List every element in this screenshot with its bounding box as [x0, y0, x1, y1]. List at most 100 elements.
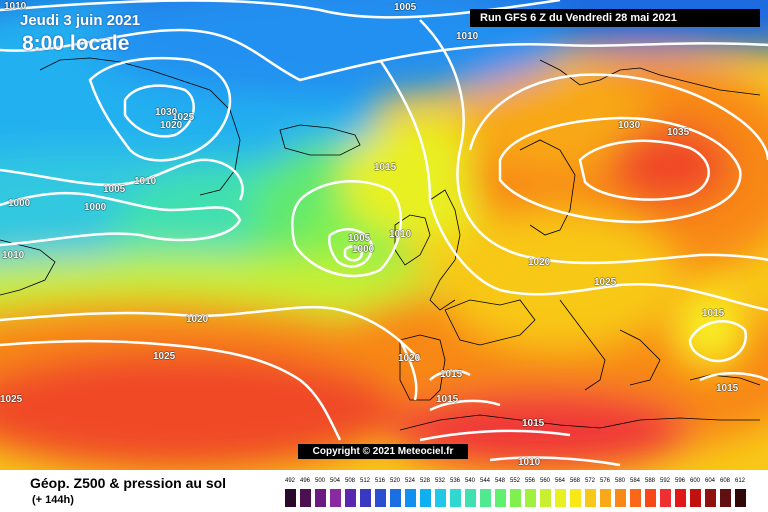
legend-swatch [495, 489, 506, 507]
legend-tick: 496 [299, 478, 310, 484]
legend-tick: 604 [704, 478, 715, 484]
legend-tick: 500 [314, 478, 325, 484]
legend-tick: 600 [689, 478, 700, 484]
isobar-label: 1010 [456, 31, 479, 42]
legend-swatch [315, 489, 326, 507]
weather-map: Jeudi 3 juin 2021 8:00 locale Run GFS 6 … [0, 0, 768, 470]
legend-swatch [540, 489, 551, 507]
isobar-label: 1015 [440, 369, 463, 380]
legend-swatch [735, 489, 746, 507]
isobar-label: 1010 [4, 1, 27, 12]
legend-tick: 596 [674, 478, 685, 484]
isobar-label: 1015 [436, 394, 459, 405]
legend-swatch [330, 489, 341, 507]
legend-tick: 564 [554, 478, 565, 484]
legend-tick: 516 [374, 478, 385, 484]
legend-swatch [420, 489, 431, 507]
legend-tick: 608 [719, 478, 730, 484]
legend-swatch [585, 489, 596, 507]
legend-swatch [375, 489, 386, 507]
legend-swatch [600, 489, 611, 507]
legend-swatch [630, 489, 641, 507]
legend-swatch [555, 489, 566, 507]
legend-tick: 588 [644, 478, 655, 484]
legend-swatch [435, 489, 446, 507]
legend-tick: 508 [344, 478, 355, 484]
legend-swatch [570, 489, 581, 507]
legend-swatch [525, 489, 536, 507]
legend-tick: 512 [359, 478, 370, 484]
isobar-label: 1020 [398, 353, 421, 364]
forecast-lead: (+ 144h) [32, 494, 74, 506]
isobar-label: 1025 [153, 351, 176, 362]
legend-tick: 504 [329, 478, 340, 484]
legend-tick: 592 [659, 478, 670, 484]
legend-tick: 520 [389, 478, 400, 484]
forecast-time: 8:00 locale [22, 32, 130, 55]
legend-swatch [450, 489, 461, 507]
isobar-label: 1005 [348, 233, 371, 244]
legend-swatch [690, 489, 701, 507]
legend-tick: 560 [539, 478, 550, 484]
isobar-label: 1015 [702, 308, 725, 319]
legend-swatch [465, 489, 476, 507]
isobar-label: 1015 [374, 162, 397, 173]
legend-tick: 544 [479, 478, 490, 484]
isobar-label: 1015 [716, 383, 739, 394]
isobar-label: 1010 [518, 457, 541, 468]
isobar-label: 1025 [172, 112, 195, 123]
isobar-label: 1030 [618, 120, 641, 131]
legend-swatch [360, 489, 371, 507]
isobar-label: 1005 [103, 184, 126, 195]
isobar-label: 1035 [667, 127, 690, 138]
legend-tick: 524 [404, 478, 415, 484]
isobar-label: 1000 [84, 202, 107, 213]
isobar-label: 1005 [394, 2, 417, 13]
isobar-label: 1000 [8, 198, 31, 209]
legend-tick: 556 [524, 478, 535, 484]
isobar-label: 1025 [0, 394, 23, 405]
legend-tick: 552 [509, 478, 520, 484]
legend-tick: 584 [629, 478, 640, 484]
legend-swatch [480, 489, 491, 507]
isobar-label: 1020 [160, 120, 183, 131]
legend-tick: 576 [599, 478, 610, 484]
legend-tick: 536 [449, 478, 460, 484]
run-info: Run GFS 6 Z du Vendredi 28 mai 2021 [470, 9, 760, 27]
legend-swatch [345, 489, 356, 507]
coastlines [0, 57, 761, 431]
legend-swatch [615, 489, 626, 507]
legend-swatch [390, 489, 401, 507]
legend-tick: 540 [464, 478, 475, 484]
legend-tick: 548 [494, 478, 505, 484]
legend-swatch [645, 489, 656, 507]
legend-swatch [300, 489, 311, 507]
isobar-label: 1030 [155, 107, 178, 118]
legend-swatch [285, 489, 296, 507]
legend-tick: 568 [569, 478, 580, 484]
legend-swatch [675, 489, 686, 507]
legend-swatch [510, 489, 521, 507]
isobar-label: 1020 [186, 314, 209, 325]
legend-tick: 572 [584, 478, 595, 484]
isobars [0, 0, 768, 467]
legend-swatch [705, 489, 716, 507]
legend-tick: 580 [614, 478, 625, 484]
isobar-label: 1020 [528, 257, 551, 268]
legend-tick: 612 [734, 478, 745, 484]
legend-swatch [660, 489, 671, 507]
legend-swatch [720, 489, 731, 507]
forecast-date: Jeudi 3 juin 2021 [20, 12, 141, 29]
isobar-label: 1000 [352, 244, 375, 255]
isobar-label: 1010 [2, 250, 25, 261]
isobar-label: 1010 [389, 229, 412, 240]
legend-tick: 492 [284, 478, 295, 484]
legend-tick: 528 [419, 478, 430, 484]
legend-tick: 532 [434, 478, 445, 484]
geopotential-field [0, 0, 768, 470]
copyright: Copyright © 2021 Meteociel.fr [298, 444, 468, 459]
isobar-label: 1010 [134, 176, 157, 187]
product-title: Géop. Z500 & pression au sol [30, 475, 227, 491]
footer: Géop. Z500 & pression au sol (+ 144h) 49… [0, 470, 768, 512]
isobar-label: 1025 [594, 277, 617, 288]
